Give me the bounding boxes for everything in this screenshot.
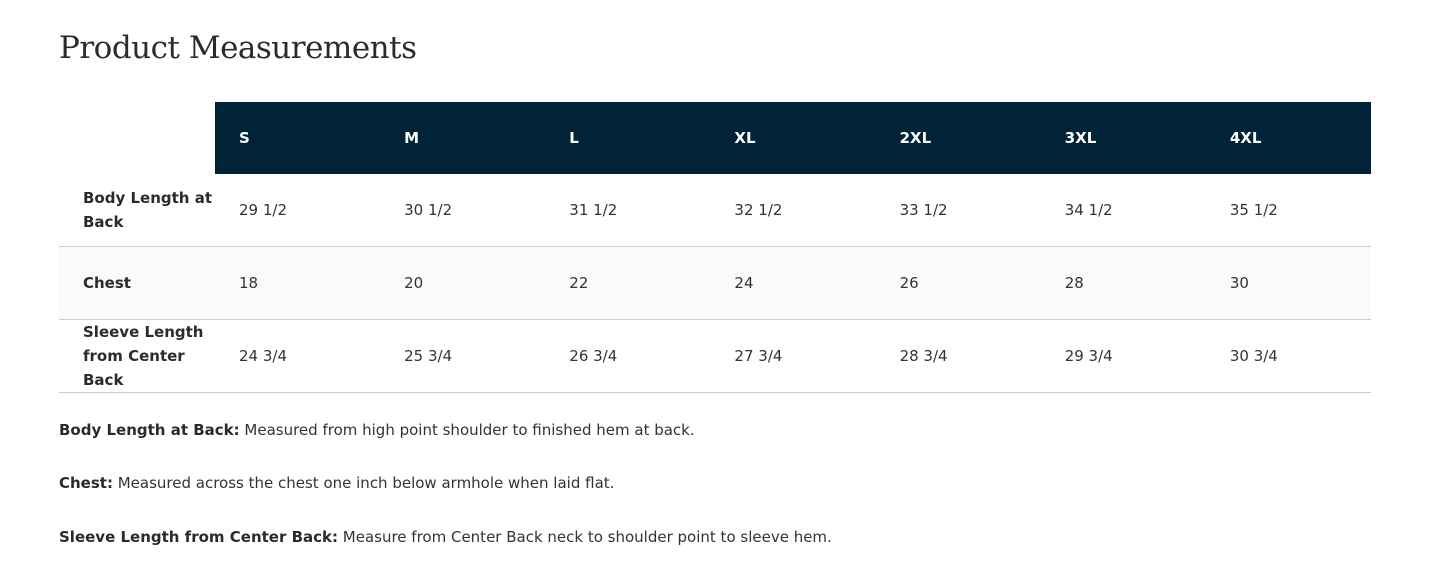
measurement-cell: 28 3/4 xyxy=(875,319,1041,393)
note-sleeve: Sleeve Length from Center Back: Measure … xyxy=(59,528,832,546)
measurement-cell: 20 xyxy=(380,246,546,320)
note-term: Chest: xyxy=(59,474,113,492)
measurement-cell: 32 1/2 xyxy=(710,174,876,247)
measurements-table: S M L XL 2XL 3XL 4XL Body Length at Back… xyxy=(59,102,1371,393)
row-label: Chest xyxy=(59,246,215,320)
note-text: Measure from Center Back neck to shoulde… xyxy=(338,528,832,546)
measurement-cell: 31 1/2 xyxy=(545,174,711,247)
table-row: Sleeve Length from Center Back 24 3/4 25 3… xyxy=(59,319,1371,393)
measurement-cell: 26 xyxy=(875,246,1041,320)
note-text: Measured across the chest one inch below… xyxy=(112,474,615,492)
size-header: XL xyxy=(710,102,876,174)
note-chest: Chest: Measured across the chest one inc… xyxy=(59,474,614,492)
size-header: 3XL xyxy=(1040,102,1206,174)
measurement-cell: 26 3/4 xyxy=(545,319,711,393)
measurement-cell: 30 3/4 xyxy=(1205,319,1371,393)
note-text: Measured from high point shoulder to fin… xyxy=(239,421,695,439)
measurement-cell: 25 3/4 xyxy=(380,319,546,393)
measurement-cell: 24 xyxy=(710,246,876,320)
measurement-cell: 22 xyxy=(545,246,711,320)
page-title: Product Measurements xyxy=(59,30,417,66)
measurement-cell: 27 3/4 xyxy=(710,319,876,393)
measurement-cell: 35 1/2 xyxy=(1205,174,1371,247)
measurement-cell: 24 3/4 xyxy=(215,319,381,393)
measurement-cell: 34 1/2 xyxy=(1040,174,1206,247)
size-header: S xyxy=(215,102,381,174)
row-label: Body Length at Back xyxy=(59,174,215,247)
note-body-length: Body Length at Back: Measured from high … xyxy=(59,421,695,439)
measurement-cell: 30 1/2 xyxy=(380,174,546,247)
measurement-cell: 18 xyxy=(215,246,381,320)
table-row: Body Length at Back 29 1/2 30 1/2 31 1/2 32 … xyxy=(59,174,1371,247)
measurement-cell: 33 1/2 xyxy=(875,174,1041,247)
size-header: 4XL xyxy=(1205,102,1371,174)
table-row: Chest 18 20 22 24 26 28 30 xyxy=(59,246,1371,320)
measurement-cell: 28 xyxy=(1040,246,1206,320)
size-header: L xyxy=(545,102,711,174)
header-blank xyxy=(59,102,215,174)
table-header-row: S M L XL 2XL 3XL 4XL xyxy=(59,102,1371,174)
measurement-cell: 30 xyxy=(1205,246,1371,320)
size-header: M xyxy=(380,102,546,174)
measurement-cell: 29 3/4 xyxy=(1040,319,1206,393)
size-header: 2XL xyxy=(875,102,1041,174)
measurement-cell: 29 1/2 xyxy=(215,174,381,247)
note-term: Body Length at Back: xyxy=(59,421,240,439)
note-term: Sleeve Length from Center Back: xyxy=(59,528,339,546)
row-label: Sleeve Length from Center Back xyxy=(59,319,215,393)
